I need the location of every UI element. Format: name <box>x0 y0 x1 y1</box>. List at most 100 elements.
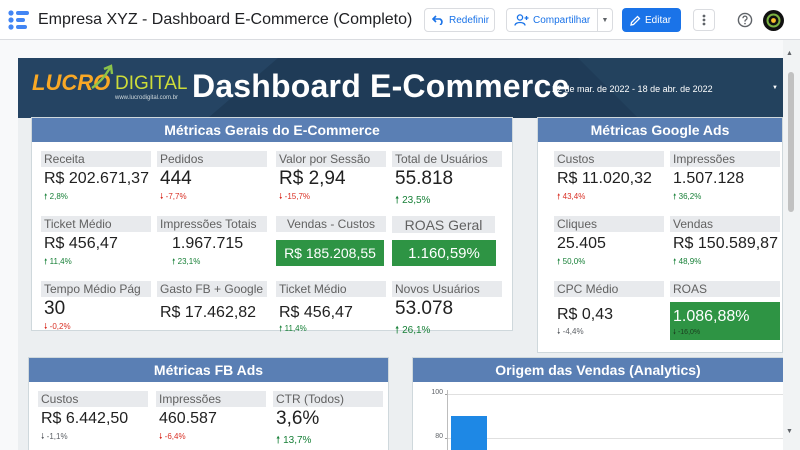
scroll-up-arrow-icon[interactable]: ▲ <box>786 50 793 57</box>
metric-value: R$ 456,47 <box>279 304 353 321</box>
scrollbar-thumb[interactable] <box>788 72 794 212</box>
metric-card-roas-general[interactable]: ROAS Geral 1.160,59% <box>392 216 504 274</box>
metric-value: 3,6% <box>276 408 320 429</box>
metric-delta-value: 48,9% <box>678 257 702 266</box>
pencil-icon <box>630 15 641 26</box>
metric-card-avg-ticket-2[interactable]: Ticket Médio R$ 456,47 🠕 11,4% <box>276 281 388 339</box>
metric-value-highlight: 1.086,88% 🠗 -16,0% <box>670 302 780 340</box>
metric-card-value-per-session[interactable]: Valor por Sessão R$ 2,94 🠗 -15,7% <box>276 151 388 209</box>
metric-delta-value: 13,7% <box>283 435 312 446</box>
metric-label: Impressões <box>156 391 266 407</box>
more-options-button[interactable] <box>693 9 715 31</box>
add-person-icon <box>514 14 529 26</box>
metric-delta: 🠕 23,1% <box>172 256 200 270</box>
metric-card-gads-cpc[interactable]: CPC Médio R$ 0,43 🠗 -4,4% <box>554 281 666 339</box>
avatar[interactable] <box>763 10 784 31</box>
y-tick-label: 100 <box>431 389 443 396</box>
metric-card-sales-minus-costs[interactable]: Vendas - Custos R$ 185.208,55 <box>276 216 388 274</box>
metric-delta: 🠗 -4,4% <box>557 326 584 340</box>
edit-button[interactable]: Editar <box>622 8 681 32</box>
metric-card-avg-page-time[interactable]: Tempo Médio Pág 30 🠗 -0,2% <box>41 281 153 339</box>
metric-label: CPC Médio <box>554 281 664 297</box>
metric-delta: 🠕 26,1% <box>395 323 430 340</box>
sales-origin-title: Origem das Vendas (Analytics) <box>413 358 783 382</box>
undo-icon <box>432 15 443 25</box>
metric-delta-value: -7,7% <box>165 192 187 201</box>
metric-delta-value: 2,8% <box>49 192 68 201</box>
share-options-dropdown[interactable]: ▼ <box>597 9 612 31</box>
reset-button-label: Redefinir <box>449 14 490 26</box>
metric-value: R$ 150.589,87 <box>673 235 778 252</box>
y-tick-label: 80 <box>435 433 443 440</box>
metric-delta-value: 26,1% <box>402 325 431 336</box>
chart-gridline <box>447 438 798 439</box>
metric-delta-value: -16,0% <box>677 329 701 336</box>
metric-label: Custos <box>554 151 664 167</box>
metric-delta-value: -15,7% <box>284 192 311 201</box>
metric-card-orders[interactable]: Pedidos 444 🠗 -7,7% <box>157 151 269 209</box>
metric-card-total-impressions[interactable]: Impressões Totais 1.967.715 🠕 23,1% <box>157 216 269 274</box>
metric-card-revenue[interactable]: Receita R$ 202.671,37 🠕 2,8% <box>41 151 153 209</box>
brand-logo-url: www.lucrodigital.com.br <box>115 95 179 101</box>
app-toolbar: Empresa XYZ - Dashboard E-Commerce (Comp… <box>0 0 800 40</box>
scroll-down-arrow-icon[interactable]: ▼ <box>786 428 793 435</box>
help-icon[interactable] <box>737 12 753 28</box>
metric-delta-value: 23,5% <box>402 195 431 206</box>
metric-delta: 🠗 -15,7% <box>279 191 310 205</box>
arrow-up-icon: 🠕 <box>673 257 679 266</box>
metric-delta: 🠗 -7,7% <box>160 191 187 205</box>
y-tick-mark <box>445 438 448 439</box>
arrow-down-icon: 🠗 <box>557 327 563 336</box>
looker-studio-logo-icon[interactable] <box>8 10 30 30</box>
metric-card-avg-ticket[interactable]: Ticket Médio R$ 456,47 🠕 11,4% <box>41 216 153 274</box>
metric-delta-value: -4,4% <box>562 327 584 336</box>
metric-label: Novos Usuários <box>392 281 502 297</box>
document-title[interactable]: Empresa XYZ - Dashboard E-Commerce (Comp… <box>38 11 413 28</box>
share-button[interactable]: Compartilhar ▼ <box>506 8 613 32</box>
metric-label: Valor por Sessão <box>276 151 386 167</box>
metric-delta: 🠗 -0,2% <box>44 321 71 335</box>
chart-bar[interactable] <box>451 416 487 450</box>
metric-card-fb-google-spend[interactable]: Gasto FB + Google R$ 17.462,82 <box>157 281 269 339</box>
share-button-label: Compartilhar <box>533 14 591 26</box>
metric-card-fb-impressions[interactable]: Impressões 460.587 🠗 -6,4% <box>156 391 268 449</box>
sales-origin-chart[interactable]: 100 80 <box>413 382 798 450</box>
vertical-scrollbar[interactable] <box>783 40 800 450</box>
general-metrics-panel: Métricas Gerais do E-Commerce Receita R$… <box>31 117 513 336</box>
google-ads-panel: Métricas Google Ads Custos R$ 11.020,32 … <box>537 117 783 353</box>
google-ads-title: Métricas Google Ads <box>538 118 782 142</box>
arrow-down-icon: 🠗 <box>673 329 678 336</box>
metric-card-gads-costs[interactable]: Custos R$ 11.020,32 🠕 43,4% <box>554 151 666 209</box>
date-range-control[interactable]: 22 de mar. de 2022 - 18 de abr. de 2022 <box>552 84 713 94</box>
metric-card-gads-roas[interactable]: ROAS 1.086,88% 🠗 -16,0% <box>670 281 782 340</box>
metric-value: R$ 202.671,37 <box>44 170 149 187</box>
report-header-background <box>18 58 798 118</box>
metric-card-fb-ctr[interactable]: CTR (Todos) 3,6% 🠕 13,7% <box>273 391 385 449</box>
arrow-down-icon: 🠗 <box>279 192 285 201</box>
metric-value: 460.587 <box>159 410 217 427</box>
metric-label: Cliques <box>554 216 664 232</box>
metric-card-total-users[interactable]: Total de Usuários 55.818 🠕 23,5% <box>392 151 504 209</box>
metric-label: Vendas - Custos <box>276 216 386 232</box>
metric-value: R$ 6.442,50 <box>41 410 129 427</box>
report-title: Dashboard E-Commerce <box>192 68 570 104</box>
metric-card-gads-clicks[interactable]: Cliques 25.405 🠕 50,0% <box>554 216 666 274</box>
metric-delta: 🠕 43,4% <box>557 191 585 205</box>
metric-card-new-users[interactable]: Novos Usuários 53.078 🠕 26,1% <box>392 281 504 339</box>
metric-delta: 🠗 -1,1% <box>41 431 68 445</box>
date-range-dropdown-icon[interactable]: ▼ <box>772 85 778 91</box>
metric-delta-value: 36,2% <box>678 192 702 201</box>
y-tick-mark <box>445 394 448 395</box>
brand-logo-text-secondary: DIGITAL <box>115 73 188 94</box>
metric-card-gads-sales[interactable]: Vendas R$ 150.589,87 🠕 48,9% <box>670 216 782 274</box>
metric-card-gads-impressions[interactable]: Impressões 1.507.128 🠕 36,2% <box>670 151 782 209</box>
metric-value: 444 <box>160 168 192 189</box>
metric-value: 25.405 <box>557 235 606 252</box>
metric-value-highlight: 1.160,59% <box>392 240 496 266</box>
metric-delta: 🠕 13,7% <box>276 433 311 450</box>
metric-card-fb-costs[interactable]: Custos R$ 6.442,50 🠗 -1,1% <box>38 391 150 449</box>
reset-button[interactable]: Redefinir <box>424 8 495 32</box>
arrow-up-icon: 🠕 <box>279 324 285 333</box>
metric-label: Gasto FB + Google <box>157 281 267 297</box>
metric-delta-value: 43,4% <box>562 192 586 201</box>
